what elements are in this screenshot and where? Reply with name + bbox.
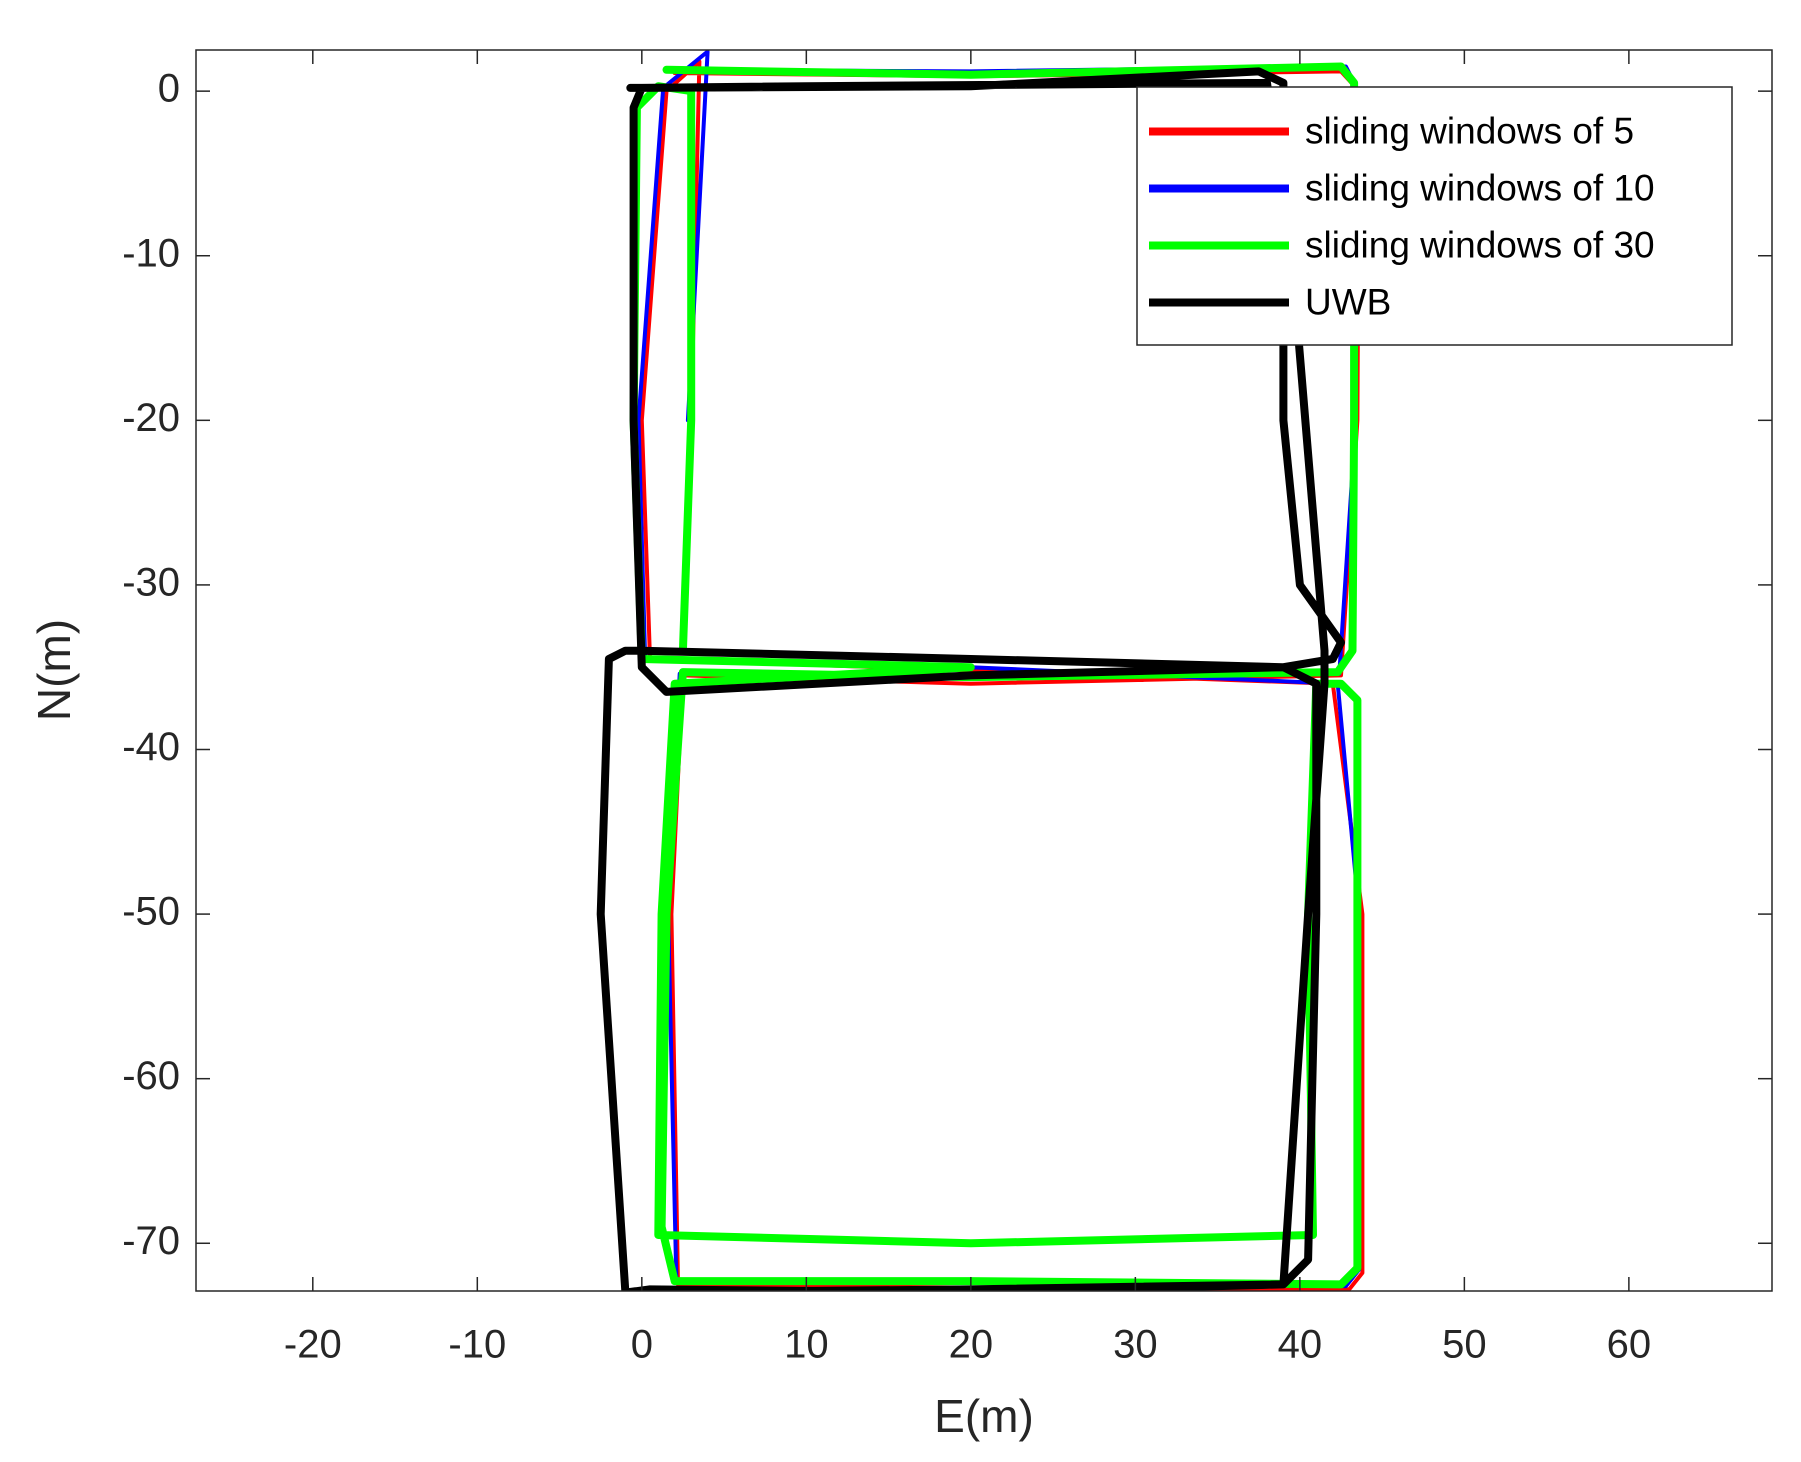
x-tick-label: 60 bbox=[1607, 1323, 1652, 1367]
x-tick-label: 0 bbox=[631, 1323, 653, 1367]
legend-label: UWB bbox=[1305, 281, 1391, 322]
y-tick-label: -50 bbox=[122, 890, 180, 934]
y-tick-label: 0 bbox=[158, 67, 180, 111]
x-tick-label: 10 bbox=[784, 1323, 829, 1367]
axes-box bbox=[195, 49, 1773, 1292]
y-tick-label: -60 bbox=[122, 1054, 180, 1098]
y-tick-label: -40 bbox=[122, 725, 180, 769]
x-axis-label: E(m) bbox=[934, 1390, 1034, 1442]
legend-label: sliding windows of 10 bbox=[1305, 167, 1655, 208]
y-axis-label: N(m) bbox=[28, 619, 80, 721]
x-tick-label: 30 bbox=[1113, 1323, 1158, 1367]
y-tick-label: -10 bbox=[122, 231, 180, 275]
x-tick-label: -10 bbox=[448, 1323, 506, 1367]
legend-label: sliding windows of 5 bbox=[1305, 110, 1634, 151]
legend: sliding windows of 5 sliding windows of 1… bbox=[1136, 86, 1733, 346]
x-tick-label: 50 bbox=[1442, 1323, 1487, 1367]
series-line bbox=[596, 67, 1345, 1291]
y-tick-label: -70 bbox=[122, 1219, 180, 1263]
legend-label: sliding windows of 30 bbox=[1305, 224, 1655, 265]
y-tick-label: -20 bbox=[122, 396, 180, 440]
y-tick-label: -30 bbox=[122, 560, 180, 604]
x-tick-label: 40 bbox=[1278, 1323, 1323, 1367]
x-tick-label: 20 bbox=[949, 1323, 994, 1367]
x-tick-label: -20 bbox=[284, 1323, 342, 1367]
